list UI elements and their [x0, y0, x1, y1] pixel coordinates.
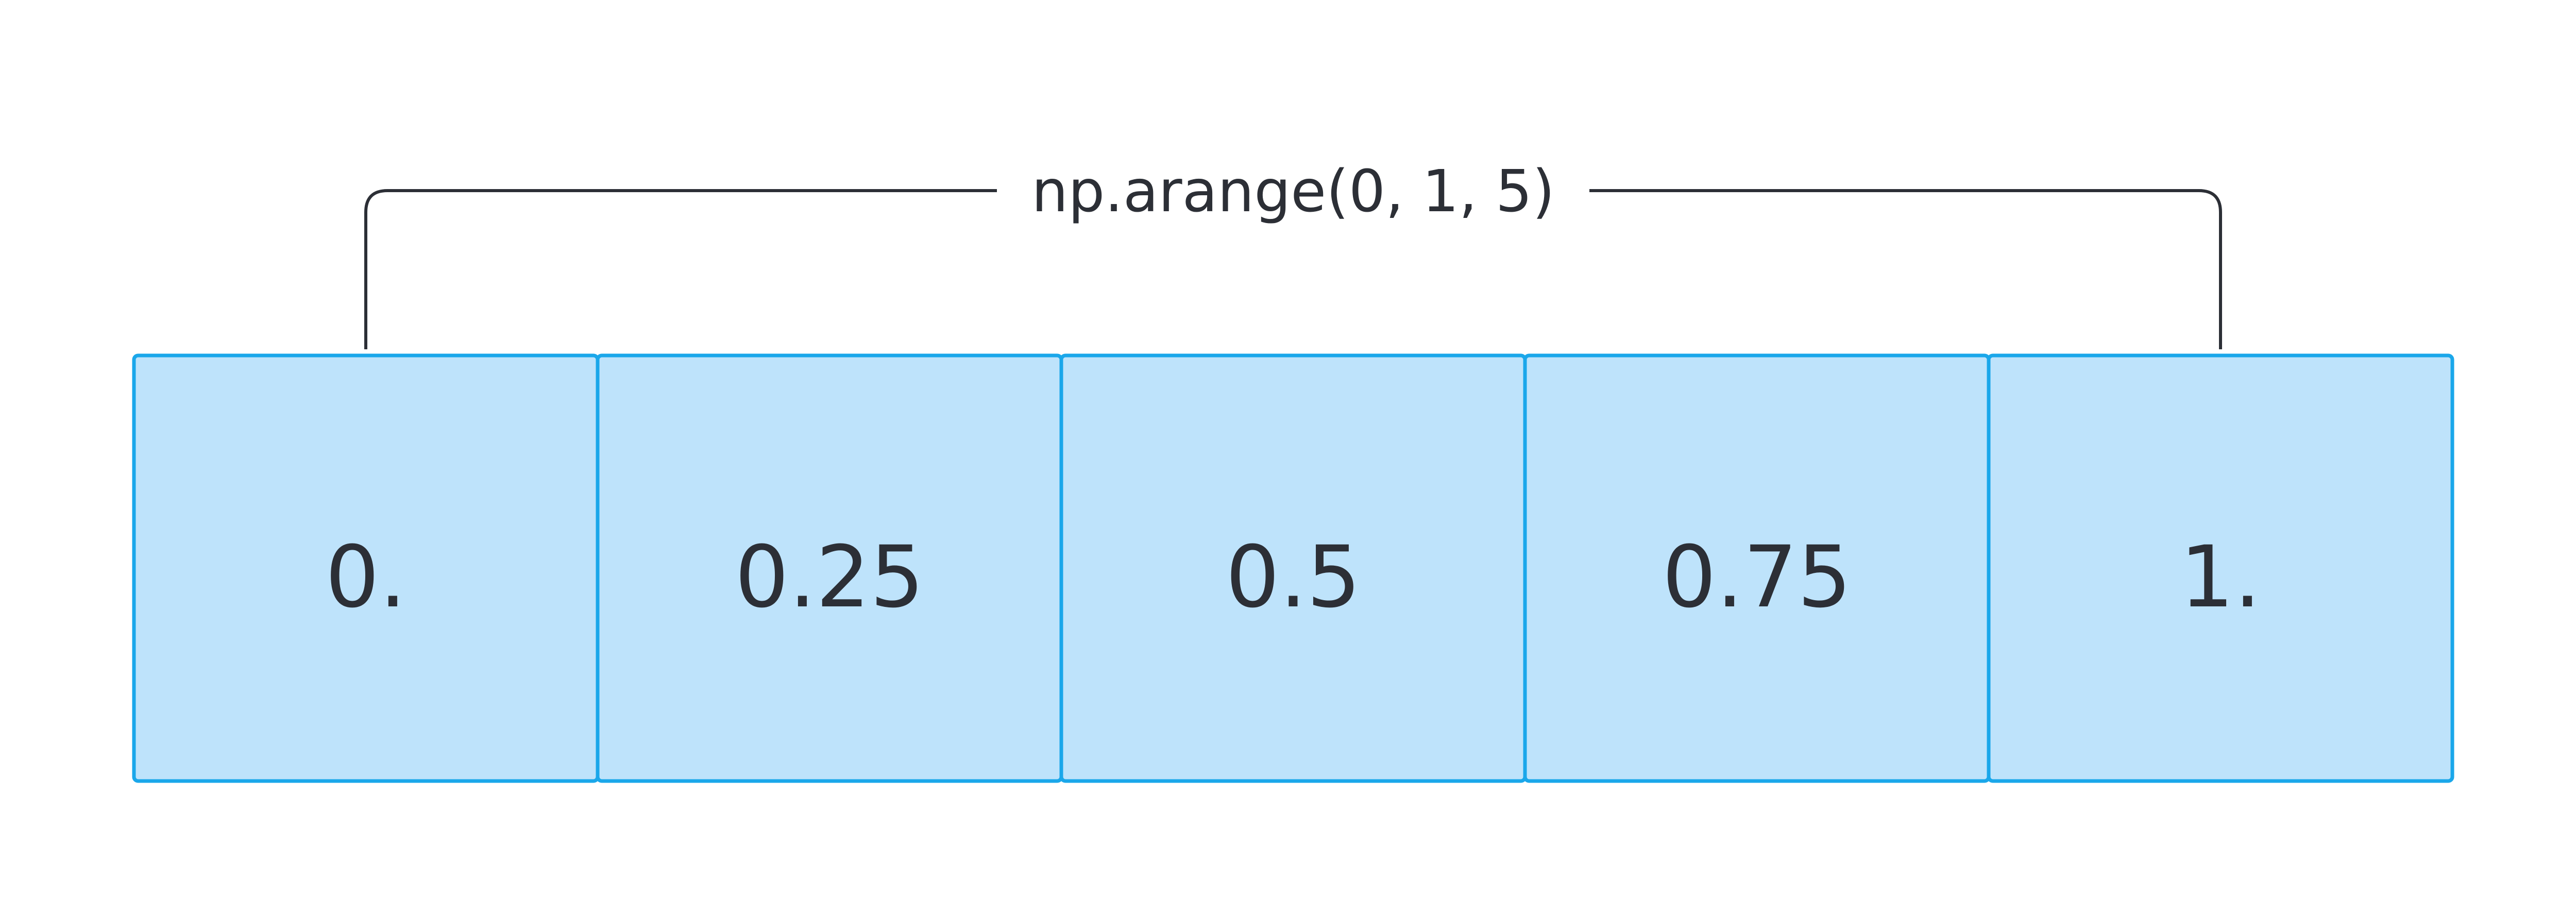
array-cell: 0.75: [1523, 353, 1991, 783]
expression-label: np.arange(0, 1, 5): [1031, 158, 1555, 225]
array-cell: 0.: [132, 353, 600, 783]
cell-value: 0.5: [1226, 528, 1361, 626]
cell-box: [1987, 353, 2454, 783]
array-cell: 0.25: [596, 353, 1063, 783]
range-bracket: np.arange(0, 1, 5): [364, 158, 2222, 349]
bracket-right-arm: [1589, 189, 2222, 349]
cell-value: 0.: [325, 528, 406, 626]
cell-value: 0.75: [1662, 528, 1851, 626]
array-cell: 0.5: [1059, 353, 1527, 783]
bracket-left-arm: [364, 189, 997, 349]
cell-value: 1.: [2180, 528, 2261, 626]
array-cells: 0. 0.25 0.5 0.75 1.: [132, 353, 2454, 783]
cell-value: 0.25: [735, 528, 924, 626]
array-cell: 1.: [1987, 353, 2454, 783]
